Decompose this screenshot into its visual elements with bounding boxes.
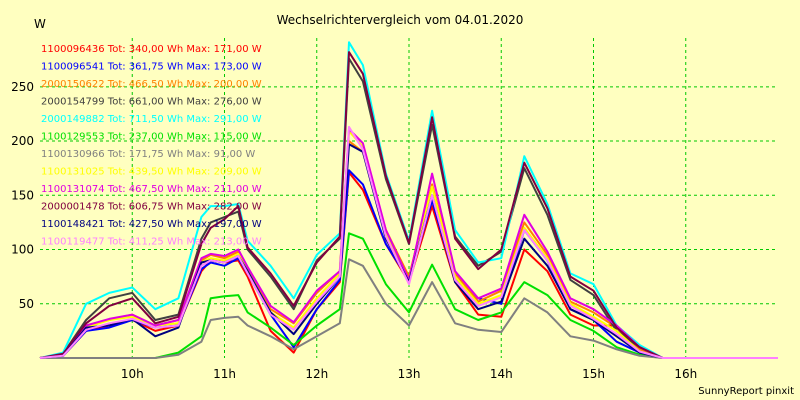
legend-entry-7: 1100131025 Tot: 439,50 Wh Max: 209,00 W	[41, 167, 262, 178]
legend-entry-0: 1100096436 Tot: 340,00 Wh Max: 171,00 W	[41, 44, 262, 55]
footer-credit: SunnyReport pinxit	[698, 386, 794, 397]
x-tick-label-2: 12h	[305, 367, 328, 381]
y-tick-label-3: 200	[11, 134, 34, 148]
x-tick-label-3: 13h	[398, 367, 421, 381]
legend-entry-8: 1100131074 Tot: 467,50 Wh Max: 211,00 W	[41, 184, 262, 195]
series-line-5	[40, 232, 778, 359]
legend-entry-6: 1100130966 Tot: 171,75 Wh Max: 91,00 W	[41, 149, 255, 160]
series-line-8	[39, 128, 778, 359]
legend-entry-2: 2000150622 Tot: 466,50 Wh Max: 200,00 W	[41, 79, 262, 90]
x-tick-label-0: 10h	[121, 367, 144, 381]
x-tick-label-6: 16h	[674, 367, 697, 381]
y-tick-label-4: 250	[11, 80, 34, 94]
legend: 1100096436 Tot: 340,00 Wh Max: 171,00 W 1…	[41, 44, 262, 248]
axis-ticks: 10h 11h 12h 13h 14h 15h 16h 50 100 150 200 250	[11, 80, 697, 381]
legend-entry-3: 2000154799 Tot: 661,00 Wh Max: 276,00 W	[41, 97, 262, 108]
series-line-4	[39, 41, 778, 359]
legend-entry-10: 1100148421 Tot: 427,50 Wh Max: 197,00 W	[41, 219, 262, 230]
legend-entry-4: 2000149882 Tot: 711,50 Wh Max: 291,00 W	[41, 114, 262, 125]
series-line-9	[39, 51, 778, 359]
y-tick-label-2: 150	[11, 188, 34, 202]
y-tick-label-1: 100	[11, 243, 34, 257]
y-axis-unit: W	[34, 17, 46, 31]
y-tick-label-0: 50	[19, 297, 34, 311]
legend-entry-1: 1100096541 Tot: 361,75 Wh Max: 173,00 W	[41, 62, 262, 73]
x-tick-label-4: 14h	[490, 367, 513, 381]
series-line-11	[39, 125, 778, 359]
series-line-10	[39, 143, 778, 359]
x-tick-label-1: 11h	[213, 367, 236, 381]
legend-entry-5: 1100129553 Tot: 237,00 Wh Max: 115,00 W	[41, 132, 262, 143]
legend-entry-11: 1100119477 Tot: 411,25 Wh Max: 213,00 W	[41, 237, 262, 248]
x-tick-label-5: 15h	[582, 367, 605, 381]
series-line-6	[40, 258, 778, 359]
series-lines	[39, 41, 778, 359]
chart-title: Wechselrichtervergleich vom 04.01.2020	[277, 13, 524, 27]
series-line-3	[39, 57, 778, 359]
legend-entry-9: 2000001478 Tot: 606,75 Wh Max: 282,00 W	[41, 202, 262, 213]
